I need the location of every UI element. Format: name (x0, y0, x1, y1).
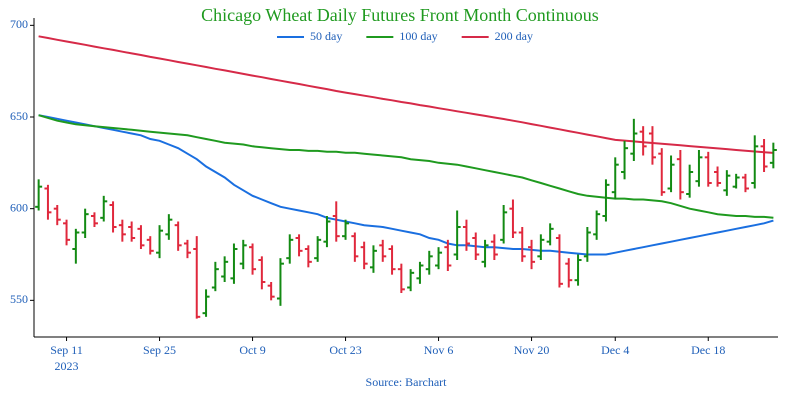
x-tick-label: Oct 23 (329, 343, 361, 357)
moving-average-line (38, 114, 774, 219)
x-tick-label: Dec 18 (691, 343, 725, 357)
y-tick-label: 650 (10, 109, 28, 123)
x-tick-label: Sep 25 (143, 343, 176, 357)
legend-label: 100 day (399, 29, 437, 43)
y-tick-label: 600 (10, 200, 28, 214)
x-tick-label: Nov 6 (424, 343, 454, 357)
source-note: Source: Barchart (366, 375, 448, 389)
moving-average-line (38, 114, 774, 256)
moving-average-line (38, 35, 774, 154)
legend: 50 day 100 day 200 day (277, 29, 533, 43)
legend-label: 200 day (495, 29, 533, 43)
chart-title: Chicago Wheat Daily Futures Front Month … (201, 5, 599, 25)
x-tick-label: Sep 11 (50, 343, 83, 357)
y-tick-label: 550 (10, 292, 28, 306)
x-tick-label: Oct 9 (239, 343, 265, 357)
x-tick-label: Nov 20 (514, 343, 550, 357)
y-tick-label: 700 (10, 17, 28, 31)
legend-label: 50 day (310, 29, 342, 43)
x-tick-label: Dec 4 (601, 343, 629, 357)
year-label: 2023 (55, 359, 79, 373)
